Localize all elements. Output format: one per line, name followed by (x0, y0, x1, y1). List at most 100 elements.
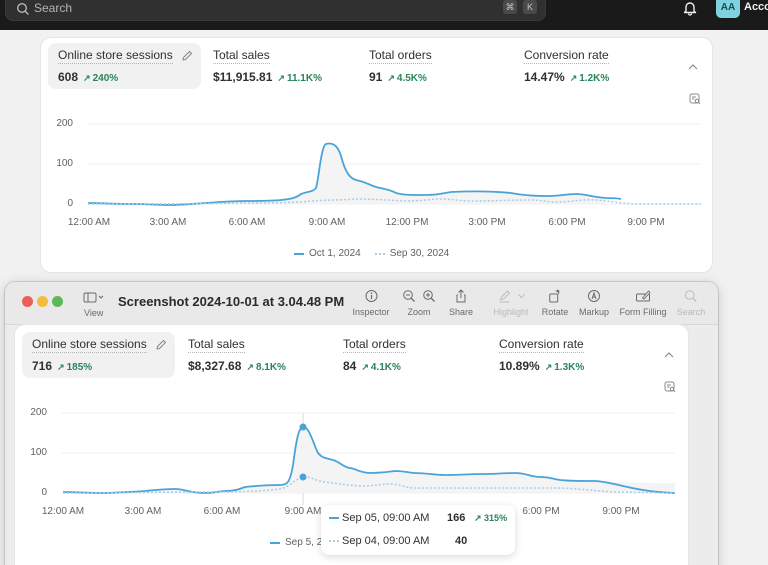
tooltip-row-current: Sep 05, 09:00 AM (329, 512, 429, 524)
chart-analysis-icon[interactable] (689, 93, 701, 105)
metric-total-sales[interactable]: Total sales $8,327.68 ↗ 8.1K% (178, 332, 328, 378)
rotate-icon (549, 289, 560, 303)
tooltip-value: 40 (455, 535, 468, 547)
metric-conversion-rate[interactable]: Conversion rate 10.89% ↗ 1.3K% (489, 332, 639, 378)
x-axis-label: 6:00 PM (522, 506, 560, 517)
x-axis-label: 12:00 PM (385, 217, 429, 228)
y-axis-label: 0 (67, 198, 73, 209)
trend-up-icon: ↗ (277, 73, 285, 83)
metric-label: Conversion rate (524, 48, 609, 64)
legend-label: Sep 30, 2024 (389, 248, 450, 259)
tooltip-value: 166 (447, 512, 466, 524)
chart-legend: Sep 5, 2 (270, 537, 322, 548)
rotate-label: Rotate (541, 307, 569, 317)
x-axis-label: 12:00 AM (67, 217, 111, 228)
zoom-in-icon[interactable] (422, 289, 436, 303)
share-label: Share (448, 307, 474, 317)
window-title-bar[interactable]: View Screenshot 2024-10-01 at 3.04.48 PM… (5, 282, 718, 325)
bell-icon[interactable] (683, 0, 697, 16)
chevron-up-icon[interactable] (688, 64, 698, 70)
metric-conversion-rate[interactable]: Conversion rate 14.47% ↗ 1.2K% (514, 43, 664, 89)
inspector-button[interactable]: Inspector (352, 289, 390, 317)
metric-value: 14.47% (524, 70, 565, 84)
hover-point-previous (299, 473, 307, 481)
search-bar[interactable]: Search ⌘ K (5, 0, 546, 21)
pencil-icon[interactable] (181, 50, 193, 62)
metric-value: 84 (343, 359, 357, 373)
trend-up-icon: ↗ (83, 73, 91, 83)
zoom-label: Zoom (407, 307, 431, 317)
y-axis-label: 100 (56, 158, 73, 169)
tooltip-delta-value: 315% (484, 513, 508, 523)
metric-total-sales[interactable]: Total sales $11,915.81 ↗ 11.1K% (203, 43, 353, 89)
form-filling-button[interactable]: Form Filling (619, 289, 667, 317)
metric-delta: 240% (92, 73, 119, 84)
y-axis-label: 200 (30, 407, 47, 418)
chart-tooltip: Sep 05, 09:00 AM 166 ↗ 315% Sep 04, 09:0… (321, 505, 515, 555)
tooltip-row-previous: Sep 04, 09:00 AM (329, 535, 429, 547)
minimize-window-button[interactable] (37, 296, 48, 307)
chevron-down-icon[interactable] (517, 293, 525, 299)
sidebar-view-icon[interactable] (83, 292, 105, 304)
metric-value: 608 (58, 70, 79, 84)
legend-item-previous[interactable]: Sep 30, 2024 (374, 248, 450, 259)
sessions-line-chart[interactable] (41, 38, 712, 272)
x-axis-label: 3:00 AM (149, 217, 187, 228)
metric-online-store-sessions[interactable]: Online store sessions 716 ↗ 185% (22, 332, 175, 378)
x-axis-label: 6:00 AM (228, 217, 266, 228)
metric-label: Online store sessions (58, 48, 173, 64)
highlight-button[interactable]: Highlight (493, 289, 529, 317)
solid-line-swatch (294, 252, 304, 255)
metric-total-orders[interactable]: Total orders 84 ↗ 4.1K% (333, 332, 483, 378)
x-axis-label: 9:00 AM (308, 217, 346, 228)
chart-analysis-icon[interactable] (664, 381, 676, 393)
sessions-line-chart[interactable] (15, 325, 688, 565)
metric-delta: 8.1K% (255, 362, 286, 373)
metric-value: $11,915.81 (213, 70, 273, 84)
close-window-button[interactable] (22, 296, 33, 307)
tooltip-delta: ↗ 315% (474, 513, 507, 524)
markup-button[interactable]: Markup (579, 289, 609, 317)
search-button[interactable]: Search (677, 289, 705, 317)
metric-delta: 1.2K% (579, 73, 610, 84)
zoom-button[interactable]: Zoom (402, 289, 436, 317)
zoom-out-icon[interactable] (402, 289, 416, 303)
sessions-analytics-card: Online store sessions 608 ↗ 240% Total sal… (41, 38, 712, 272)
avatar[interactable]: AA (716, 0, 740, 18)
view-label: View (84, 308, 104, 318)
pencil-icon[interactable] (155, 339, 167, 351)
trend-up-icon: ↗ (544, 362, 553, 372)
legend-item-current[interactable]: Sep 5, 2 (270, 537, 322, 548)
metric-label: Conversion rate (499, 337, 584, 353)
y-axis-label: 0 (41, 487, 47, 498)
trend-up-icon: ↗ (57, 362, 65, 372)
k-key-hint: K (523, 0, 537, 14)
share-icon (456, 289, 466, 303)
chart-legend: Oct 1, 2024 Sep 30, 2024 (294, 248, 449, 259)
trend-up-icon: ↗ (246, 362, 254, 372)
form-filling-label: Form Filling (619, 307, 667, 317)
solid-line-swatch (329, 517, 339, 519)
metric-label: Total sales (213, 48, 270, 64)
legend-item-current[interactable]: Oct 1, 2024 (294, 248, 361, 259)
chevron-up-icon[interactable] (664, 352, 674, 358)
metric-value: $8,327.68 (188, 359, 242, 373)
solid-line-swatch (270, 541, 280, 544)
hover-point-current (299, 423, 307, 431)
metric-online-store-sessions[interactable]: Online store sessions 608 ↗ 240% (48, 43, 201, 89)
x-axis-label: 9:00 PM (602, 506, 640, 517)
tooltip-label: Sep 05, 09:00 AM (342, 512, 430, 524)
dotted-line-swatch (329, 540, 339, 542)
rotate-button[interactable]: Rotate (541, 289, 569, 317)
share-button[interactable]: Share (449, 289, 473, 317)
trend-up-icon: ↗ (361, 362, 369, 372)
x-axis-label: 6:00 AM (203, 506, 241, 517)
command-key-hint: ⌘ (503, 0, 517, 14)
metric-total-orders[interactable]: Total orders 91 ↗ 4.5K% (359, 43, 509, 89)
markup-icon (587, 290, 600, 302)
x-axis-label: 9:00 AM (284, 506, 322, 517)
maximize-window-button[interactable] (52, 296, 63, 307)
x-axis-label: 6:00 PM (548, 217, 586, 228)
account-name[interactable]: Acco (744, 1, 768, 13)
dotted-line-swatch (374, 252, 385, 255)
